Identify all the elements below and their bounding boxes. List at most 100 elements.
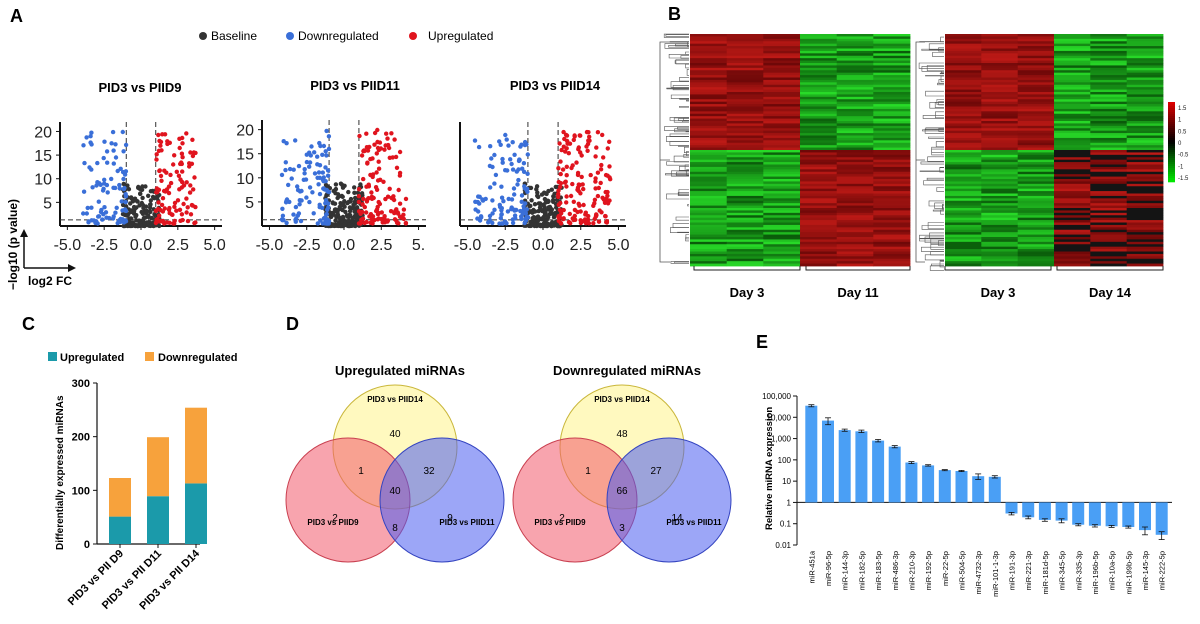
- heatmap-cell: [945, 75, 982, 78]
- heatmap-cell: [981, 118, 1018, 122]
- volcano-point: [302, 167, 307, 172]
- heatmap-cell: [873, 174, 911, 177]
- heatmap-cell: [1017, 133, 1055, 136]
- venn-count-all: 66: [616, 486, 628, 497]
- dendrogram-branch: [670, 227, 689, 233]
- heatmap-cell: [836, 121, 874, 124]
- heatmap-cell: [690, 46, 728, 49]
- heatmap-cell: [981, 193, 1018, 197]
- heatmap-cell: [1054, 152, 1091, 156]
- heatmap-cell: [873, 140, 911, 144]
- heatmap-cell: [1126, 123, 1164, 127]
- expression-bar: [905, 462, 918, 503]
- volcano-point: [160, 218, 166, 224]
- volcano-point: [522, 184, 527, 189]
- heatmap-cell: [981, 36, 1018, 40]
- volcano-point: [556, 215, 561, 220]
- heatmap-cell: [726, 164, 764, 168]
- heatmap-cell: [726, 79, 764, 83]
- heatmap-cell: [1090, 195, 1127, 199]
- heatmap-cell: [945, 193, 982, 197]
- heatmap-cell: [1054, 121, 1091, 124]
- heatmap-cell: [1017, 162, 1055, 165]
- heatmap-cell: [690, 159, 728, 163]
- volcano-title: PID3 vs PIID14: [510, 78, 601, 93]
- heatmap-cell: [1090, 150, 1127, 153]
- heatmap-cell: [1017, 203, 1055, 206]
- heatmap-cell: [981, 111, 1018, 115]
- colorbar-step: [1168, 120, 1175, 123]
- volcano-point: [299, 188, 304, 194]
- heatmap-cell: [1017, 246, 1055, 250]
- volcano-point: [541, 214, 546, 220]
- heatmap-cell: [945, 169, 982, 173]
- heatmap-cell: [1126, 43, 1164, 47]
- heatmap-cell: [800, 193, 838, 197]
- heatmap-cell: [945, 43, 982, 47]
- legend-swatch-downregulated: [145, 352, 154, 361]
- heatmap-cell: [1017, 79, 1055, 83]
- expression-bar: [1022, 502, 1035, 518]
- heatmap-cell: [981, 258, 1018, 262]
- heatmap-cell: [800, 65, 838, 69]
- heatmap-cell: [873, 121, 911, 124]
- heatmap-cell: [726, 195, 764, 199]
- heatmap-cell: [945, 232, 982, 235]
- heatmap-cell: [1090, 205, 1127, 209]
- heatmap-cell: [873, 210, 911, 214]
- heatmap-cell: [726, 147, 764, 151]
- volcano-point: [179, 160, 184, 165]
- heatmap-cell: [836, 63, 874, 66]
- heatmap-cell: [1090, 43, 1127, 47]
- heatmap-cell: [690, 224, 728, 228]
- heatmap-cell: [763, 193, 801, 197]
- heatmap-cell: [1126, 94, 1164, 98]
- volcano-point: [321, 186, 326, 191]
- heatmap-cell: [981, 77, 1018, 81]
- dendrogram-branch: [684, 146, 689, 153]
- heatmap-cell: [1090, 77, 1127, 81]
- legend-marker-upregulated: [409, 32, 417, 40]
- colorbar-step: [1168, 160, 1175, 163]
- colorbar-step: [1168, 180, 1175, 183]
- heatmap-cell: [873, 70, 911, 74]
- volcano-point: [310, 190, 315, 195]
- x-tick-label: 0.0: [130, 237, 152, 254]
- heatmap-cell: [836, 34, 874, 37]
- volcano-point: [477, 194, 482, 199]
- y-tick-label: 5: [245, 195, 254, 212]
- volcano-plot-d14: PID3 vs PIID14-5.0 -2.5 0.0 2.5 5.0: [454, 78, 630, 254]
- volcano-point: [509, 207, 514, 212]
- heatmap-cell: [1017, 244, 1055, 248]
- volcano-point: [346, 189, 351, 195]
- heatmap-cell: [1054, 99, 1091, 103]
- heatmap-cell: [726, 210, 764, 214]
- heatmap-cell: [800, 237, 838, 240]
- heatmap-cell: [945, 244, 982, 248]
- heatmap-cell: [690, 154, 728, 158]
- heatmap-cell: [1054, 208, 1091, 211]
- heatmap-cell: [726, 169, 764, 173]
- volcano-point: [525, 171, 530, 176]
- heatmap-cell: [726, 104, 764, 107]
- heatmap-cell: [1090, 222, 1127, 226]
- heatmap-cell: [763, 208, 801, 211]
- heatmap-cell: [873, 133, 911, 136]
- volcano-point: [488, 185, 493, 190]
- dendrogram-branch: [670, 81, 689, 88]
- heatmap-cell: [836, 253, 874, 257]
- y-tick-label: 10,000: [767, 413, 792, 422]
- heatmap-cell: [1090, 224, 1127, 228]
- dendrogram-branch: [674, 128, 689, 133]
- heatmap-cell: [1054, 89, 1091, 93]
- heatmap-cell: [763, 133, 801, 136]
- heatmap-cell: [836, 101, 874, 105]
- heatmap-cell: [981, 72, 1018, 76]
- heatmap-cell: [873, 164, 911, 168]
- volcano-point: [605, 146, 610, 151]
- dendrogram-branch: [928, 136, 944, 139]
- volcano-point: [370, 156, 375, 161]
- dendrogram-branch: [919, 234, 944, 242]
- volcano-point: [123, 142, 129, 148]
- heatmap-cell: [873, 135, 911, 139]
